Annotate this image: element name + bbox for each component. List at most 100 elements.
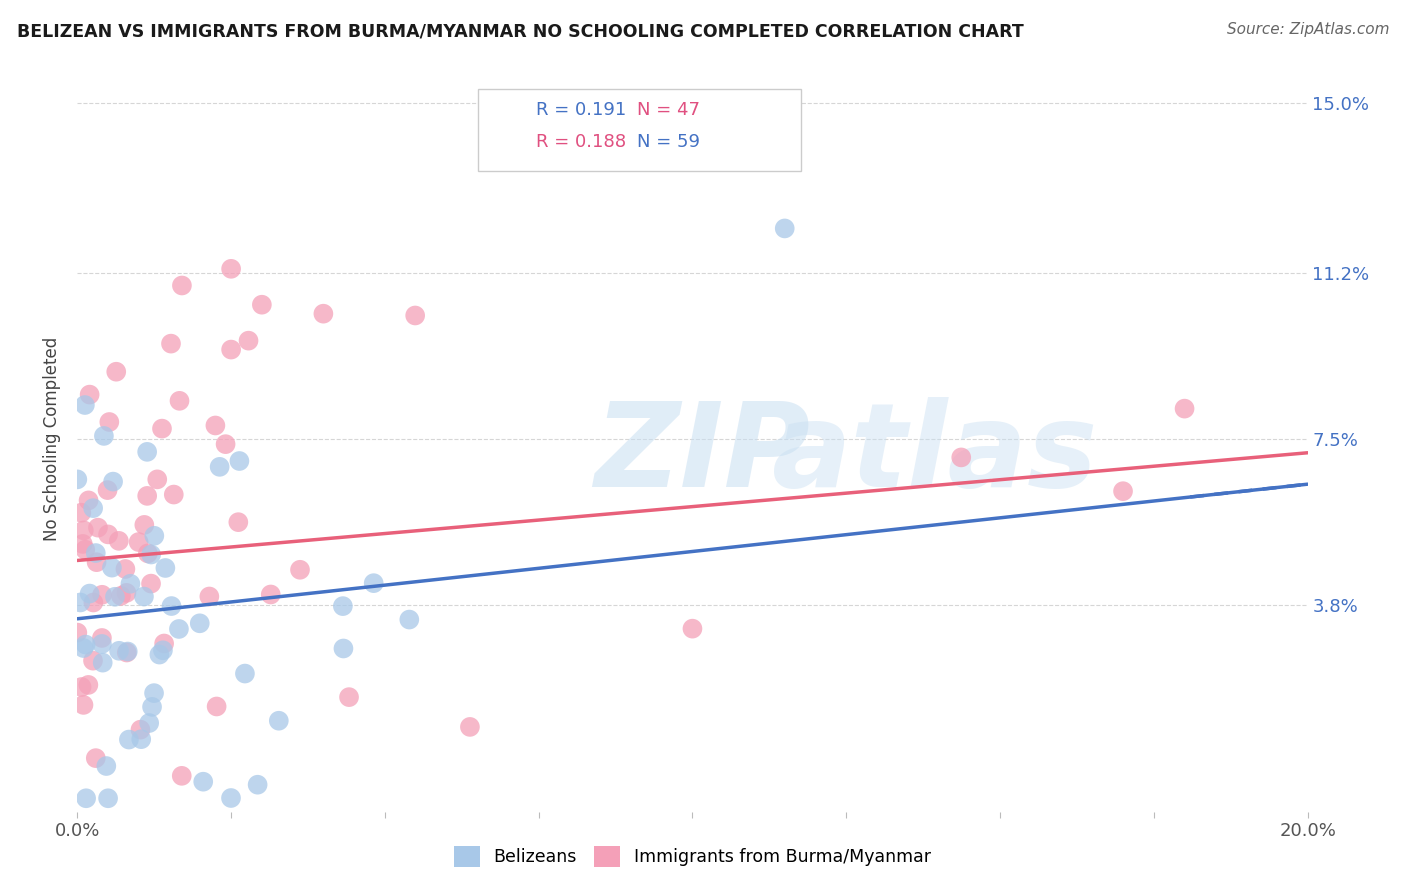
Point <box>120 576 142 591</box>
Y-axis label: No Schooling Completed: No Schooling Completed <box>44 337 62 541</box>
Point <box>97 483 120 497</box>
Point <box>129 723 152 737</box>
Point <box>219 343 242 357</box>
Point <box>90 631 114 645</box>
Point <box>155 561 177 575</box>
Point <box>152 643 174 657</box>
Text: ZIP: ZIP <box>595 397 810 512</box>
Point <box>101 560 124 574</box>
Text: R = 0.191: R = 0.191 <box>536 101 626 119</box>
Point <box>163 487 186 501</box>
Point <box>233 666 256 681</box>
Point <box>79 387 101 401</box>
Point <box>73 398 96 412</box>
Point <box>96 759 118 773</box>
Text: R = 0.188: R = 0.188 <box>536 133 626 151</box>
Point <box>682 622 704 636</box>
Point <box>115 646 138 660</box>
Point <box>72 641 94 656</box>
Point <box>79 586 101 600</box>
Point <box>105 365 128 379</box>
Point <box>148 648 170 662</box>
Point <box>82 595 104 609</box>
Point <box>104 590 127 604</box>
Point <box>950 450 973 465</box>
Point <box>363 576 385 591</box>
Point <box>91 656 114 670</box>
Text: Source: ZipAtlas.com: Source: ZipAtlas.com <box>1226 22 1389 37</box>
Point <box>219 261 242 276</box>
Point <box>132 590 155 604</box>
Point <box>404 309 426 323</box>
Point <box>134 517 156 532</box>
Point <box>1112 484 1135 499</box>
Point <box>1174 401 1197 416</box>
Point <box>458 720 481 734</box>
Point <box>75 542 97 557</box>
Point <box>153 636 176 650</box>
Point <box>139 576 162 591</box>
Point <box>169 393 191 408</box>
Point <box>69 595 91 609</box>
Text: BELIZEAN VS IMMIGRANTS FROM BURMA/MYANMAR NO SCHOOLING COMPLETED CORRELATION CHA: BELIZEAN VS IMMIGRANTS FROM BURMA/MYANMA… <box>17 22 1024 40</box>
Point <box>138 716 160 731</box>
Point <box>128 535 150 549</box>
Point <box>77 493 100 508</box>
Point <box>91 588 114 602</box>
Point <box>77 678 100 692</box>
Point <box>136 445 159 459</box>
Point <box>129 732 152 747</box>
Point <box>70 506 93 520</box>
Point <box>204 418 226 433</box>
Point <box>110 589 132 603</box>
Text: N = 47: N = 47 <box>637 101 700 119</box>
Point <box>219 791 242 805</box>
Point <box>84 751 107 765</box>
Point <box>136 546 159 560</box>
Point <box>141 548 163 562</box>
Point <box>86 555 108 569</box>
Point <box>146 472 169 486</box>
Point <box>72 537 94 551</box>
Point <box>238 334 260 348</box>
Point <box>170 769 193 783</box>
Point <box>97 527 120 541</box>
Point <box>188 616 211 631</box>
Point <box>267 714 290 728</box>
Point <box>73 524 96 538</box>
Point <box>108 644 131 658</box>
Text: N = 59: N = 59 <box>637 133 700 151</box>
Point <box>66 472 89 486</box>
Point <box>160 336 183 351</box>
Point <box>98 415 121 429</box>
Point <box>90 637 114 651</box>
Point <box>136 489 159 503</box>
Point <box>117 644 139 658</box>
Point <box>198 590 221 604</box>
Point <box>260 587 283 601</box>
Point <box>312 307 335 321</box>
Point <box>84 546 107 560</box>
Point <box>150 422 173 436</box>
Point <box>97 791 120 805</box>
Point <box>332 641 354 656</box>
Point <box>214 437 236 451</box>
Text: atlas: atlas <box>772 397 1099 512</box>
Point <box>118 732 141 747</box>
Point <box>66 625 89 640</box>
Point <box>115 586 138 600</box>
Point <box>72 698 94 712</box>
Point <box>82 501 104 516</box>
Point <box>337 690 360 705</box>
Point <box>70 680 93 694</box>
Point <box>141 699 163 714</box>
Point <box>143 529 166 543</box>
Point <box>228 454 250 468</box>
Point <box>75 791 97 805</box>
Point <box>332 599 354 614</box>
Point <box>228 515 250 529</box>
Point <box>114 562 136 576</box>
Point <box>167 622 190 636</box>
Point <box>143 686 166 700</box>
Point <box>398 613 420 627</box>
